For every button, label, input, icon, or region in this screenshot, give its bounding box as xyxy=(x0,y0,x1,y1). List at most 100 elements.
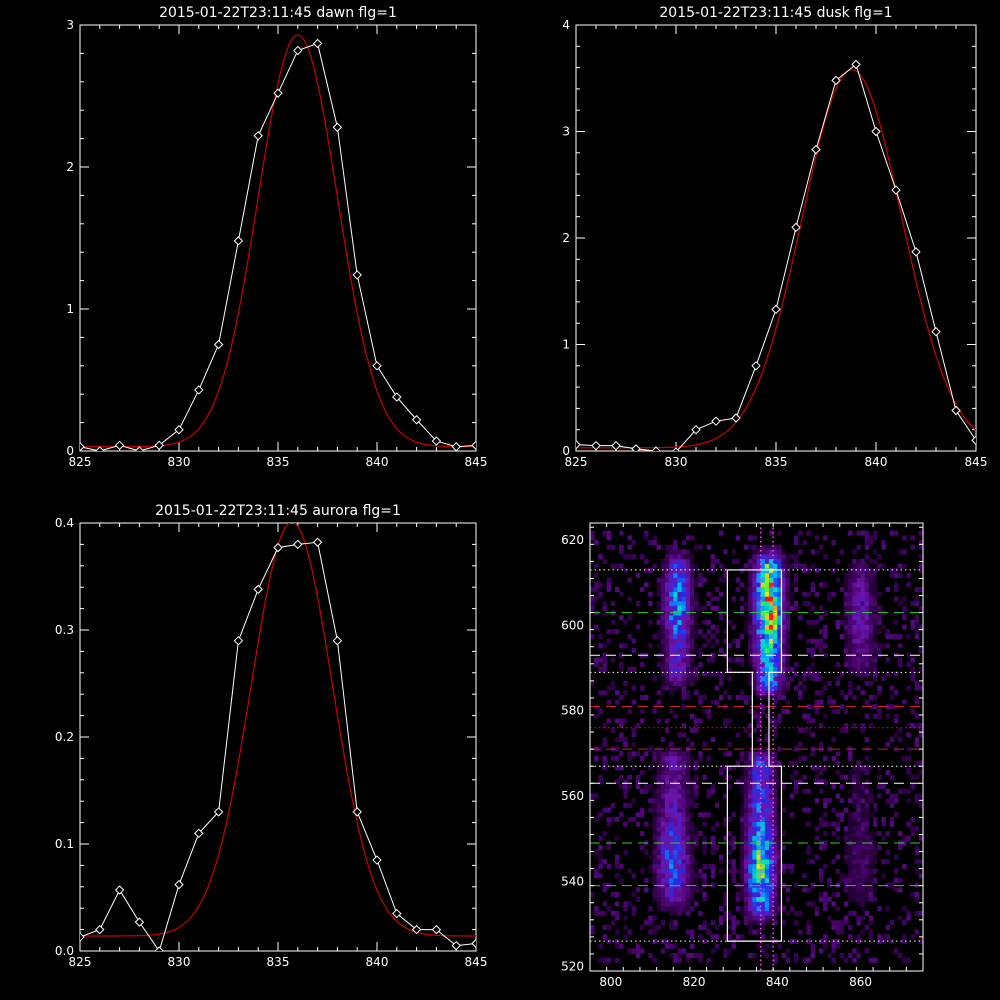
heatmap-cell xyxy=(773,558,778,564)
heatmap-cell xyxy=(752,821,757,827)
heatmap-cell xyxy=(664,624,670,630)
heatmap-cell xyxy=(727,849,732,855)
heatmap-cell xyxy=(660,812,666,818)
heatmap-cell xyxy=(823,840,828,846)
heatmap-cell xyxy=(773,554,778,560)
heatmap-cell xyxy=(660,591,666,597)
heatmap-cell xyxy=(906,821,911,827)
heatmap-cell xyxy=(848,788,853,794)
heatmap-cell xyxy=(639,755,645,761)
heatmap-cell xyxy=(669,577,674,583)
heatmap-cell xyxy=(868,558,874,564)
heatmap-cell xyxy=(694,596,699,602)
heatmap-cell xyxy=(673,770,678,776)
heatmap-cell xyxy=(714,802,720,808)
heatmap-cell xyxy=(852,563,857,569)
heatmap-cell xyxy=(793,558,799,564)
heatmap-cell xyxy=(856,784,861,790)
heatmap-cell xyxy=(756,849,761,855)
heatmap-cell xyxy=(777,680,782,686)
heatmap-cell xyxy=(669,544,674,550)
heatmap-cell xyxy=(681,723,687,729)
heatmap-cell xyxy=(698,831,703,837)
heatmap-cell xyxy=(698,629,703,635)
heatmap-cell xyxy=(652,915,657,921)
heatmap-cell xyxy=(706,629,712,635)
heatmap-cell xyxy=(802,755,807,761)
heatmap-cell xyxy=(677,798,682,804)
heatmap-cell xyxy=(635,624,641,630)
heatmap-cell xyxy=(802,685,807,691)
heatmap-cell xyxy=(610,920,616,926)
heatmap-cell xyxy=(681,732,687,738)
heatmap-cell xyxy=(660,892,666,898)
heatmap-cell xyxy=(669,685,674,691)
heatmap-cell xyxy=(885,934,890,940)
heatmap-cell xyxy=(877,709,882,715)
heatmap-cell xyxy=(768,896,774,902)
heatmap-cell xyxy=(689,662,695,668)
heatmap-cell xyxy=(739,892,745,898)
heatmap-cell xyxy=(760,765,766,771)
heatmap-cell xyxy=(614,690,620,696)
heatmap-cell xyxy=(677,906,682,912)
heatmap-cell xyxy=(914,849,920,855)
heatmap-cell xyxy=(694,793,699,799)
heatmap-cell xyxy=(648,591,653,597)
heatmap-cell xyxy=(906,746,911,752)
y-tick-label: 4 xyxy=(562,18,570,32)
heatmap-cell xyxy=(677,657,682,663)
heatmap-cell xyxy=(735,892,741,898)
heatmap-cell xyxy=(644,920,649,926)
heatmap-cell xyxy=(677,568,682,574)
heatmap-cell xyxy=(694,826,699,832)
heatmap-cell xyxy=(902,605,907,611)
heatmap-cell xyxy=(664,558,670,564)
heatmap-cell xyxy=(777,910,782,916)
heatmap-cell xyxy=(848,934,853,940)
heatmap-cell xyxy=(810,751,816,757)
heatmap-cell xyxy=(689,849,695,855)
heatmap-cell xyxy=(918,760,924,766)
heatmap-cell xyxy=(918,835,924,841)
heatmap-cell xyxy=(760,601,766,607)
heatmap-cell xyxy=(814,699,820,705)
heatmap-cell xyxy=(673,760,678,766)
heatmap-cell xyxy=(635,784,641,790)
heatmap-cell xyxy=(848,680,853,686)
heatmap-cell xyxy=(594,906,599,912)
heatmap-cell xyxy=(843,605,849,611)
heatmap-cell xyxy=(773,873,778,879)
heatmap-cell xyxy=(843,831,849,837)
heatmap-cell xyxy=(752,868,757,874)
heatmap-cell xyxy=(852,910,857,916)
data-point xyxy=(672,447,680,451)
heatmap-cell xyxy=(864,671,870,677)
heatmap-cell xyxy=(756,887,761,893)
heatmap-cell xyxy=(689,601,695,607)
heatmap-cell xyxy=(689,943,695,949)
heatmap-cell xyxy=(627,577,632,583)
heatmap-cell xyxy=(664,577,670,583)
heatmap-cell xyxy=(773,568,778,574)
heatmap-cell xyxy=(673,831,678,837)
heatmap-cell xyxy=(756,896,761,902)
heatmap-cell xyxy=(856,953,861,959)
heatmap-cell xyxy=(652,835,657,841)
heatmap-cell xyxy=(860,859,866,865)
heatmap-cell xyxy=(885,924,890,930)
heatmap-cell xyxy=(723,629,728,635)
heatmap-cell xyxy=(810,605,816,611)
heatmap-cell xyxy=(902,535,907,541)
heatmap-cell xyxy=(656,690,662,696)
heatmap-cell xyxy=(773,887,778,893)
heatmap-cell xyxy=(777,596,782,602)
heatmap-cell xyxy=(727,910,732,916)
heatmap-cell xyxy=(785,671,791,677)
heatmap-cell xyxy=(806,601,811,607)
heatmap-cell xyxy=(873,619,878,625)
heatmap-cell xyxy=(631,948,637,954)
heatmap-cell xyxy=(664,652,670,658)
heatmap-cell xyxy=(694,610,699,616)
heatmap-cell xyxy=(756,633,761,639)
